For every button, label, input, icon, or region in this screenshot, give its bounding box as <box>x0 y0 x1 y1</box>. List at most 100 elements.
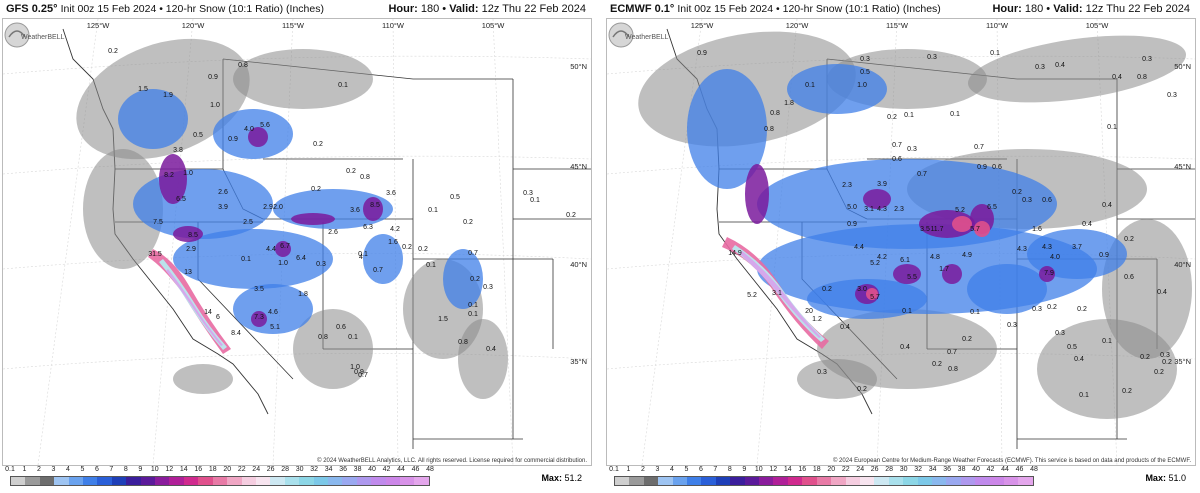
snow-amount-label: 0.9 <box>228 136 238 143</box>
scale-tick-label: 22 <box>237 466 246 473</box>
scale-tick-label: 1 <box>22 466 27 473</box>
snow-amount-label: 6.1 <box>900 257 910 264</box>
snow-amount-label: 3.0 <box>857 286 867 293</box>
snow-amount-label: 0.8 <box>770 110 780 117</box>
scale-bar <box>10 476 430 486</box>
snow-amount-label: 0.9 <box>697 50 707 57</box>
longitude-label: 125°W <box>87 21 111 30</box>
snow-amount-label: 0.2 <box>1162 359 1172 366</box>
scale-tick-label: 22 <box>841 466 850 473</box>
snow-amount-label: 0.3 <box>1007 322 1017 329</box>
scale-swatch <box>299 477 314 485</box>
scale-swatch <box>787 477 803 485</box>
snow-amount-label: 0.4 <box>900 344 910 351</box>
scale-swatch <box>11 477 26 485</box>
scale-bar <box>614 476 1034 486</box>
scale-tick-label: 0.1 <box>5 466 15 473</box>
snow-amount-label: 0.9 <box>847 221 857 228</box>
scale-swatch <box>327 477 343 485</box>
scale-tick-label: 46 <box>411 466 420 473</box>
logo-text: WeatherBELL <box>21 34 65 41</box>
snow-amount-label: 0.4 <box>840 324 850 331</box>
scale-tick-label: 3 <box>51 466 56 473</box>
scale-tick-label: 14 <box>179 466 188 473</box>
snow-amount-label: 6.3 <box>363 224 373 231</box>
gfs-header: GFS 0.25° Init 00z 15 Feb 2024 • 120-hr … <box>6 3 586 15</box>
snow-amount-label: 0.2 <box>1154 369 1164 376</box>
gfs-snow-map[interactable]: 0.2 0.1 1.5 1.9 0.9 1.0 0.8 4.0 5.6 0.2 3.8 0.5 0.9 8… <box>2 18 592 466</box>
snow-amount-label: 0.3 <box>860 56 870 63</box>
scale-swatch <box>730 477 745 485</box>
scale-swatch <box>126 477 141 485</box>
model-info: Init 00z 15 Feb 2024 • 120-hr Snow (10:1… <box>677 3 941 15</box>
weatherbell-logo-icon: WeatherBELL <box>608 22 669 48</box>
scale-swatch <box>845 477 860 485</box>
snow-amount-label: 0.3 <box>1142 56 1152 63</box>
scale-swatch <box>859 477 875 485</box>
scale-swatch <box>313 477 328 485</box>
snow-amount-label: 2.6 <box>218 189 228 196</box>
scale-swatch <box>946 477 961 485</box>
ecmwf-color-scale: 0.1 1 2 3 4 5 6 7 8 9 10 12 14 16 18 20 22 24 26 28 30 32 34 36… <box>609 466 1038 490</box>
graticule-labels: 125°W 120°W 115°W 110°W 105°W 50°N 45°N 40°N 35°… <box>87 21 587 366</box>
snow-amount-label: 1.0 <box>857 82 867 89</box>
ecmwf-snow-map[interactable]: 0.9 0.3 0.5 0.3 0.1 0.3 0.4 0.3 0.4 0.8 0.3 1.0 0.1 0… <box>606 18 1196 466</box>
snow-amount-label: 0.3 <box>523 190 533 197</box>
scale-tick-label: 38 <box>957 466 966 473</box>
snow-amount-label: 5.0 <box>847 204 857 211</box>
snow-amount-label: 0.5 <box>193 132 203 139</box>
scale-tick-label: 36 <box>339 466 347 473</box>
snow-amount-label: 5.2 <box>955 207 965 214</box>
scale-tick-label: 40 <box>368 466 376 473</box>
scale-tick-label: 24 <box>252 466 261 473</box>
gfs-map-svg: 0.20.11.51.90.91.00.84.05.60.23.80.50.98… <box>3 19 591 465</box>
snow-amount-label: 0.2 <box>1077 306 1087 313</box>
snow-amount-label: 2.6 <box>328 229 338 236</box>
scale-swatch <box>643 477 659 485</box>
snow-amount-label: 0.4 <box>1112 74 1122 81</box>
snow-amount-label: 0.2 <box>463 219 473 226</box>
snow-amount-label: 8.4 <box>231 330 241 337</box>
scale-swatch <box>68 477 84 485</box>
snow-amount-label: 0.7 <box>358 372 368 379</box>
copyright-text: © 2024 WeatherBELL Analytics, LLC. All r… <box>317 458 587 464</box>
scale-swatch <box>744 477 760 485</box>
snow-amount-label: 1.0 <box>278 260 288 267</box>
valid-value: 12z Thu 22 Feb 2024 <box>481 3 586 15</box>
scale-swatch <box>97 477 112 485</box>
snow-amount-label: 0.2 <box>962 336 972 343</box>
snow-amount-label: 0.5 <box>450 194 460 201</box>
scale-tick-label: 4 <box>65 466 70 473</box>
snow-amount-label: 0.1 <box>468 311 478 318</box>
scale-swatch <box>227 477 242 485</box>
model-name: GFS <box>6 3 29 15</box>
snow-amount-label: 6 <box>216 314 220 321</box>
scale-swatch <box>169 477 184 485</box>
scale-tick-label: 6 <box>94 466 99 473</box>
scale-swatch <box>183 477 199 485</box>
scale-tick-label: 16 <box>798 466 807 473</box>
snow-amount-label: 3.5 <box>920 226 930 233</box>
longitude-label: 120°W <box>182 21 206 30</box>
snow-amount-label: 0.1 <box>428 207 438 214</box>
snow-amount-label: 0.8 <box>238 62 248 69</box>
snow-amount-label: 4.3 <box>1017 246 1027 253</box>
snow-amount-label: 4.2 <box>390 226 400 233</box>
scale-tick-label: 7 <box>109 466 114 473</box>
scale-tick-label: 32 <box>914 466 923 473</box>
scale-swatch <box>629 477 644 485</box>
snow-amount-label: 1.8 <box>784 100 794 107</box>
scale-tick-label: 8 <box>727 466 732 473</box>
snow-amount-label: 0.2 <box>857 386 867 393</box>
snow-amount-label: 3.9 <box>877 181 887 188</box>
scale-labels: 0.1 1 2 3 4 5 6 7 8 9 10 12 14 16 18 20 22 24 26 28 30 32 34 36… <box>5 466 434 476</box>
snow-amount-label: 7.3 <box>254 314 264 321</box>
scale-tick-label: 20 <box>827 466 836 473</box>
snow-amount-label: 0.4 <box>1157 289 1167 296</box>
scale-tick-label: 9 <box>742 466 747 473</box>
graticule <box>3 19 591 465</box>
scale-tick-label: 2 <box>641 466 645 473</box>
snow-amount-label: 0.2 <box>108 48 118 55</box>
snow-amount-label: 1.9 <box>163 92 173 99</box>
scale-tick-label: 30 <box>295 466 304 473</box>
